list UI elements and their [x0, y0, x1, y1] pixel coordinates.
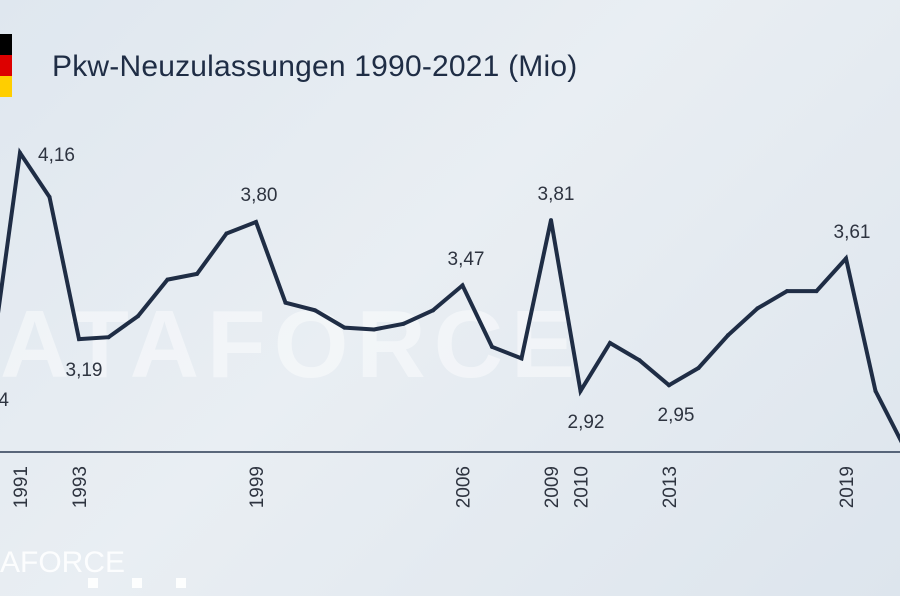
data-point — [431, 308, 435, 313]
data-point — [637, 358, 642, 363]
flag-stripe-red — [0, 55, 12, 76]
watermark-logo: ATAFORCE — [0, 291, 584, 398]
data-point — [578, 389, 583, 393]
data-point — [460, 283, 465, 288]
data-label: 3,81 — [538, 184, 575, 205]
data-point — [283, 300, 288, 305]
data-point — [136, 314, 140, 319]
watermark-square — [88, 578, 98, 588]
data-point — [519, 356, 524, 361]
data-point — [814, 289, 819, 294]
data-point — [106, 335, 111, 340]
data-point — [726, 333, 730, 338]
data-point — [313, 308, 317, 313]
data-label: 2,95 — [658, 405, 695, 426]
data-point — [342, 325, 347, 330]
x-tick-label: 2006 — [454, 466, 475, 508]
series-line — [0, 147, 900, 444]
flag-stripe-black — [0, 34, 12, 55]
data-point — [224, 231, 229, 236]
x-tick-label: 1999 — [247, 466, 268, 508]
data-point — [608, 340, 612, 345]
watermark-square — [176, 578, 186, 588]
data-point — [490, 344, 494, 349]
data-label: 3,80 — [241, 185, 278, 206]
data-point — [401, 321, 406, 326]
data-point — [844, 256, 848, 261]
data-label: 3,47 — [448, 249, 485, 270]
data-point — [755, 306, 760, 311]
flag-stripe-gold — [0, 76, 12, 97]
watermark-square — [132, 578, 142, 588]
data-label: 4,16 — [38, 145, 75, 166]
data-point — [254, 220, 258, 224]
x-tick-label: 2013 — [660, 466, 681, 508]
x-tick-label: 2019 — [837, 466, 858, 508]
data-point — [195, 271, 199, 276]
data-point — [667, 383, 671, 388]
data-label: 4 — [0, 390, 9, 411]
x-tick-label: 1993 — [70, 466, 91, 508]
data-point — [165, 277, 170, 282]
data-point — [18, 150, 22, 155]
data-label: 2,92 — [568, 412, 605, 433]
data-point — [696, 365, 701, 370]
data-point — [372, 327, 376, 332]
data-point — [785, 289, 789, 294]
chart-title: Pkw-Neuzulassungen 1990-2021 (Mio) — [52, 50, 578, 83]
data-label: 3,19 — [66, 360, 103, 381]
data-label: 3,61 — [834, 222, 871, 243]
data-point — [549, 218, 553, 223]
x-tick-label: 2009 — [542, 466, 563, 508]
x-tick-label: 1991 — [11, 466, 32, 508]
data-point — [873, 389, 878, 393]
x-tick-label: 2010 — [572, 466, 593, 508]
germany-flag-icon — [0, 34, 12, 97]
data-point — [77, 337, 81, 342]
watermark-logo-small: AFORCE — [0, 546, 126, 579]
data-point — [47, 195, 52, 200]
